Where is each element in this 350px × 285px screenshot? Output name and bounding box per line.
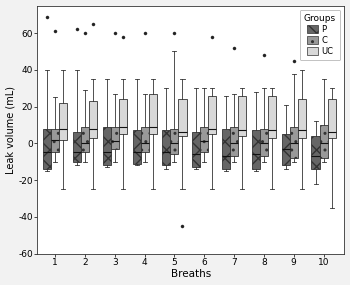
PathPatch shape: [89, 101, 97, 138]
PathPatch shape: [238, 95, 246, 136]
PathPatch shape: [111, 127, 119, 149]
PathPatch shape: [230, 127, 238, 156]
PathPatch shape: [149, 94, 157, 134]
PathPatch shape: [328, 99, 336, 138]
PathPatch shape: [162, 131, 170, 165]
PathPatch shape: [103, 127, 111, 165]
PathPatch shape: [260, 129, 268, 156]
PathPatch shape: [81, 127, 89, 152]
PathPatch shape: [298, 99, 306, 138]
PathPatch shape: [170, 129, 178, 154]
PathPatch shape: [119, 99, 127, 134]
PathPatch shape: [73, 132, 81, 162]
PathPatch shape: [208, 95, 216, 134]
PathPatch shape: [312, 136, 320, 169]
Y-axis label: Leak volume (mL): Leak volume (mL): [6, 86, 15, 174]
PathPatch shape: [320, 125, 328, 158]
PathPatch shape: [252, 131, 260, 169]
PathPatch shape: [290, 127, 298, 158]
PathPatch shape: [192, 132, 200, 167]
PathPatch shape: [222, 129, 230, 169]
PathPatch shape: [51, 129, 59, 152]
PathPatch shape: [141, 127, 149, 152]
PathPatch shape: [59, 103, 67, 140]
Legend: P, C, UC: P, C, UC: [300, 10, 340, 60]
PathPatch shape: [178, 99, 187, 136]
PathPatch shape: [43, 129, 51, 169]
X-axis label: Breaths: Breaths: [171, 269, 211, 280]
PathPatch shape: [133, 131, 141, 164]
PathPatch shape: [282, 134, 290, 165]
PathPatch shape: [200, 127, 208, 152]
PathPatch shape: [268, 95, 276, 138]
